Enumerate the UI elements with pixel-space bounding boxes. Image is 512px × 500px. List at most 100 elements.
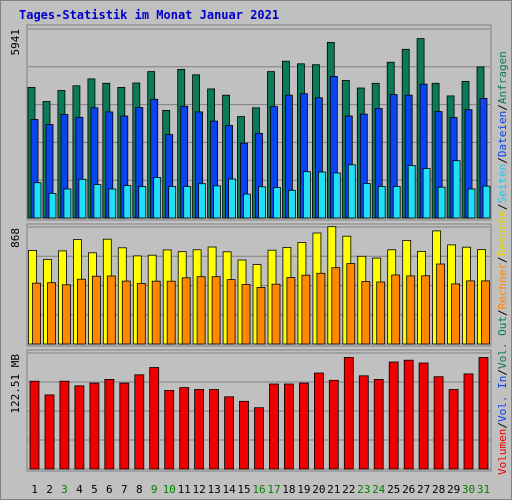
bar-rechner-day-undefined: [451, 283, 461, 345]
x-tick-day-6: 6: [106, 483, 113, 496]
x-tick-day-15: 15: [237, 483, 250, 496]
bar-volumen-day-undefined: [403, 359, 414, 470]
legend-entry-3: /: [496, 369, 509, 376]
bar-volumen-day-undefined: [59, 380, 70, 470]
bar-seiten-day-12: [198, 183, 207, 219]
bar-volumen-day-undefined: [29, 380, 40, 470]
bar-seiten-day-21: [332, 172, 341, 219]
legend-entry-6: Rechner: [496, 263, 509, 310]
bar-seiten-day-27: [422, 168, 431, 219]
bar-volumen-day-undefined: [44, 394, 55, 470]
bar-seiten-day-3: [63, 188, 72, 219]
bar-volumen-day-undefined: [194, 389, 205, 470]
bar-rechner-day-undefined: [361, 281, 371, 345]
bar-seiten-day-1: [33, 182, 42, 219]
bar-rechner-day-undefined: [151, 280, 161, 345]
x-tick-day-23: 23: [357, 483, 370, 496]
bar-volumen-day-undefined: [269, 383, 279, 470]
bar-rechner-day-undefined: [286, 277, 296, 345]
bar-seiten-day-2: [48, 192, 57, 219]
bar-volumen-day-undefined: [418, 362, 429, 470]
x-tick-day-9: 9: [151, 483, 158, 496]
bar-seiten-day-31: [482, 185, 491, 219]
bar-rechner-day-undefined: [271, 283, 281, 345]
bar-rechner-day-undefined: [391, 274, 401, 345]
bar-rechner-day-undefined: [256, 286, 266, 345]
bar-volumen-day-undefined: [104, 378, 115, 470]
bar-volumen-day-undefined: [179, 387, 190, 470]
bar-seiten-day-10: [168, 186, 177, 219]
x-tick-day-26: 26: [402, 483, 415, 496]
legend-entry-9: /: [496, 203, 509, 210]
bar-seiten-day-25: [392, 186, 401, 219]
bar-rechner-day-undefined: [196, 276, 206, 345]
bar-volumen-day-undefined: [224, 396, 235, 470]
bar-seiten-day-4: [78, 178, 87, 219]
bar-volumen-day-undefined: [209, 389, 220, 470]
bar-rechner-day-undefined: [376, 281, 386, 345]
x-tick-day-4: 4: [76, 483, 83, 496]
bar-volumen-day-undefined: [298, 382, 309, 470]
legend-entry-14: Anfragen: [496, 51, 509, 104]
bar-volumen-day-undefined: [74, 385, 85, 470]
x-tick-day-17: 17: [267, 483, 280, 496]
y-axis-max-label: 5941: [9, 29, 22, 56]
bar-volumen-day-undefined: [239, 400, 249, 470]
bar-volumen-day-undefined: [119, 382, 130, 470]
legend-entry-13: /: [496, 104, 509, 111]
bar-volumen-day-undefined: [149, 367, 160, 470]
x-tick-day-16: 16: [252, 483, 265, 496]
bar-seiten-day-23: [362, 182, 371, 219]
x-tick-day-14: 14: [222, 483, 236, 496]
bar-rechner-day-undefined: [301, 274, 311, 345]
bar-volumen-day-undefined: [373, 378, 384, 470]
bar-seiten-day-16: [258, 186, 266, 219]
bar-volumen-day-undefined: [283, 383, 294, 470]
bar-rechner-day-undefined: [62, 284, 71, 345]
bar-seiten-day-22: [347, 164, 356, 219]
y-axis-max-label: 868: [9, 228, 22, 248]
x-tick-day-19: 19: [297, 483, 310, 496]
bar-seiten-day-24: [377, 186, 386, 219]
bar-volumen-day-undefined: [448, 389, 459, 470]
legend-entry-12: Dateien: [496, 111, 509, 157]
x-tick-day-31: 31: [477, 483, 490, 496]
bar-volumen-day-undefined: [254, 407, 264, 470]
bar-seiten-day-14: [228, 178, 237, 219]
bar-rechner-day-undefined: [466, 280, 475, 345]
x-tick-day-25: 25: [387, 483, 400, 496]
bar-volumen-day-undefined: [328, 379, 339, 470]
x-tick-day-18: 18: [282, 483, 295, 496]
right-legend: Volumen/Vol. In/Vol. Out/Rechner/Besuche…: [496, 51, 509, 475]
bar-seiten-day-7: [123, 185, 132, 219]
x-tick-day-30: 30: [462, 483, 475, 496]
y-axis-max-label: 122.51 MB: [9, 354, 22, 414]
legend-entry-5: /: [496, 309, 509, 316]
bar-volumen-day-undefined: [358, 375, 369, 470]
x-tick-day-1: 1: [31, 483, 38, 496]
bar-rechner-day-undefined: [32, 282, 41, 345]
x-tick-day-24: 24: [372, 483, 386, 496]
bar-volumen-day-undefined: [433, 376, 444, 470]
bar-seiten-day-29: [452, 160, 461, 219]
bar-volumen-day-undefined: [313, 372, 324, 470]
x-tick-day-27: 27: [417, 483, 430, 496]
bar-rechner-day-undefined: [181, 277, 191, 345]
bar-seiten-day-5: [93, 184, 102, 219]
bar-seiten-day-13: [213, 185, 222, 219]
bar-volumen-day-undefined: [388, 361, 399, 470]
bar-rechner-day-undefined: [346, 263, 356, 345]
bar-rechner-day-undefined: [406, 275, 416, 345]
bar-rechner-day-undefined: [421, 275, 431, 345]
legend-entry-10: Seiten: [496, 164, 509, 204]
x-tick-day-7: 7: [121, 483, 128, 496]
legend-entry-8: Besuche: [496, 210, 509, 256]
bar-rechner-day-undefined: [331, 267, 341, 345]
bar-seiten-day-9: [153, 176, 162, 219]
x-tick-day-2: 2: [46, 483, 53, 496]
bar-rechner-day-undefined: [241, 284, 251, 345]
bar-seiten-day-26: [407, 164, 416, 219]
x-tick-day-28: 28: [432, 483, 445, 496]
